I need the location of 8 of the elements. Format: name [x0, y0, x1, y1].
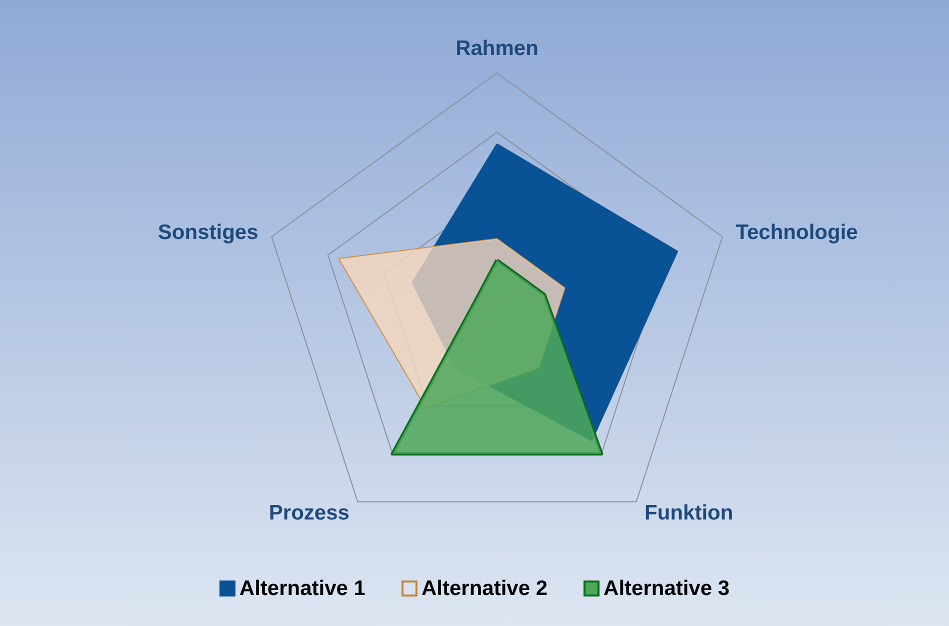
spoke-label: Sonstiges: [158, 220, 258, 244]
legend-label: Alternative 2: [421, 577, 548, 600]
spoke-label: Technologie: [736, 220, 858, 244]
spoke-label: Prozess: [268, 502, 350, 525]
spoke-label: Rahmen: [456, 37, 538, 60]
legend-label: Alternative 1: [239, 577, 366, 600]
legend-label: Alternative 3: [604, 577, 730, 600]
spoke-label: Funktion: [644, 502, 734, 525]
